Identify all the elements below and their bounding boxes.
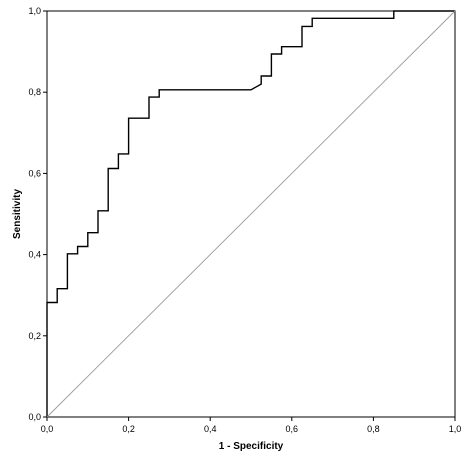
y-tick-label: 0,4	[28, 250, 41, 260]
y-tick-label: 0,8	[28, 87, 41, 97]
x-tick-label: 0,0	[41, 424, 54, 434]
x-axis-title: 1 - Specificity	[219, 441, 284, 452]
x-tick-label: 1,0	[449, 424, 462, 434]
y-tick-label: 0,0	[28, 412, 41, 422]
x-tick-label: 0,2	[122, 424, 135, 434]
y-tick-label: 0,6	[28, 168, 41, 178]
x-tick-label: 0,4	[204, 424, 217, 434]
roc-curve-line	[46, 10, 455, 417]
y-tick-label: 0,2	[28, 331, 41, 341]
y-axis-title: Sensitivity	[12, 189, 23, 239]
reference-diagonal-line	[46, 10, 456, 418]
series-layer	[46, 10, 456, 418]
ticks-layer: 0,0 0,2 0,4 0,6 0,8 1,0 0,0 0,2 0,4 0,6 0,8 1,0	[28, 6, 461, 434]
x-tick-label: 0,8	[367, 424, 380, 434]
y-tick-label: 1,0	[28, 6, 41, 16]
x-tick-label: 0,6	[286, 424, 299, 434]
